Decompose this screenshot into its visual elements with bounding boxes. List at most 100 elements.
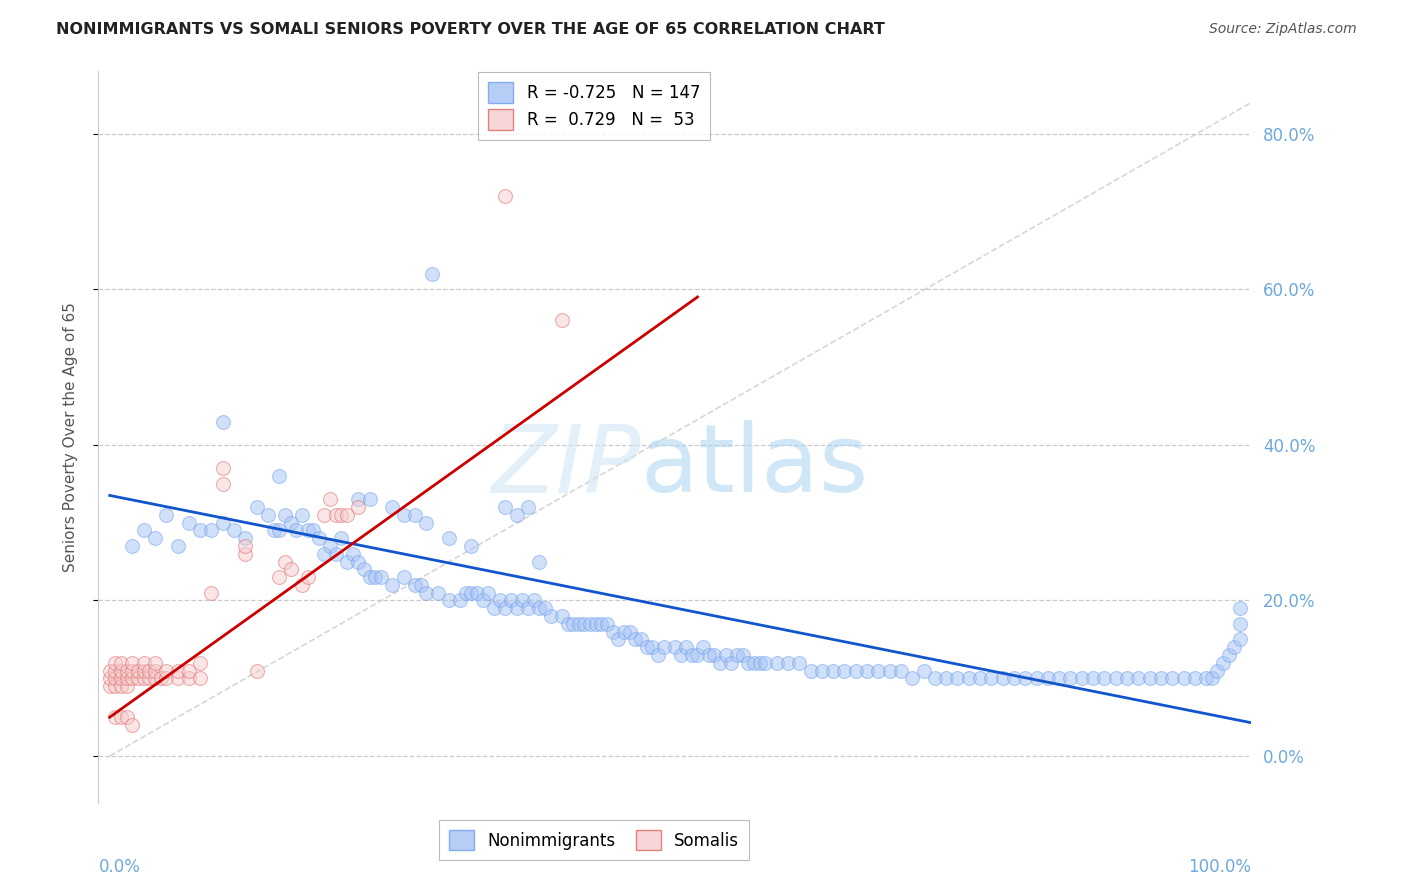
Point <box>557 616 579 631</box>
Point <box>1229 616 1251 631</box>
Point <box>1184 671 1206 685</box>
Point <box>132 671 155 685</box>
Point <box>409 578 432 592</box>
Point <box>1047 671 1070 685</box>
Point <box>110 710 132 724</box>
Point <box>510 593 533 607</box>
Point <box>263 524 285 538</box>
Point <box>121 656 143 670</box>
Point <box>868 664 890 678</box>
Point <box>845 664 868 678</box>
Point <box>776 656 799 670</box>
Point <box>392 570 415 584</box>
Point <box>110 671 132 685</box>
Point <box>675 640 697 655</box>
Point <box>494 500 516 515</box>
Point <box>177 516 200 530</box>
Point <box>534 601 557 615</box>
Point <box>681 648 703 662</box>
Point <box>364 570 387 584</box>
Point <box>121 664 143 678</box>
Point <box>285 524 308 538</box>
Point <box>574 616 596 631</box>
Point <box>1229 632 1251 647</box>
Point <box>516 601 538 615</box>
Point <box>879 664 901 678</box>
Point <box>143 531 166 545</box>
Point <box>359 570 381 584</box>
Point <box>138 671 160 685</box>
Point <box>596 616 619 631</box>
Point <box>359 492 381 507</box>
Point <box>551 313 574 327</box>
Point <box>811 664 834 678</box>
Point <box>641 640 664 655</box>
Point <box>314 508 336 522</box>
Point <box>235 539 257 553</box>
Text: 100.0%: 100.0% <box>1188 858 1251 876</box>
Point <box>1105 671 1128 685</box>
Point <box>980 671 1002 685</box>
Point <box>404 578 426 592</box>
Point <box>121 718 143 732</box>
Point <box>222 524 245 538</box>
Point <box>314 547 336 561</box>
Point <box>319 492 342 507</box>
Point <box>143 656 166 670</box>
Text: atlas: atlas <box>640 420 869 512</box>
Point <box>297 524 319 538</box>
Point <box>754 656 776 670</box>
Point <box>342 547 364 561</box>
Point <box>353 562 375 576</box>
Point <box>765 656 787 670</box>
Point <box>562 616 585 631</box>
Point <box>714 648 737 662</box>
Text: NONIMMIGRANTS VS SOMALI SENIORS POVERTY OVER THE AGE OF 65 CORRELATION CHART: NONIMMIGRANTS VS SOMALI SENIORS POVERTY … <box>56 22 886 37</box>
Point <box>471 593 494 607</box>
Point <box>823 664 845 678</box>
Point <box>330 508 353 522</box>
Point <box>924 671 946 685</box>
Point <box>602 624 624 639</box>
Point <box>709 656 731 670</box>
Point <box>325 508 347 522</box>
Text: Source: ZipAtlas.com: Source: ZipAtlas.com <box>1209 22 1357 37</box>
Point <box>420 267 443 281</box>
Point <box>437 593 460 607</box>
Point <box>725 648 748 662</box>
Point <box>166 539 188 553</box>
Point <box>494 601 516 615</box>
Point <box>98 671 121 685</box>
Point <box>1229 601 1251 615</box>
Point <box>325 547 347 561</box>
Point <box>460 539 482 553</box>
Text: ZIP: ZIP <box>491 421 640 512</box>
Point <box>957 671 980 685</box>
Point <box>200 585 222 599</box>
Point <box>246 664 269 678</box>
Point <box>1002 671 1025 685</box>
Point <box>166 664 188 678</box>
Point <box>110 664 132 678</box>
Point <box>274 555 297 569</box>
Point <box>1081 671 1104 685</box>
Point <box>104 671 127 685</box>
Point <box>104 679 127 693</box>
Point <box>143 664 166 678</box>
Point <box>127 671 149 685</box>
Point <box>482 601 505 615</box>
Point <box>269 524 291 538</box>
Point <box>1128 671 1150 685</box>
Point <box>1212 656 1234 670</box>
Point <box>98 679 121 693</box>
Point <box>115 710 138 724</box>
Point <box>437 531 460 545</box>
Point <box>235 547 257 561</box>
Point <box>274 508 297 522</box>
Point <box>188 671 211 685</box>
Point <box>991 671 1014 685</box>
Point <box>499 593 522 607</box>
Point <box>1201 671 1223 685</box>
Point <box>748 656 770 670</box>
Point <box>269 469 291 483</box>
